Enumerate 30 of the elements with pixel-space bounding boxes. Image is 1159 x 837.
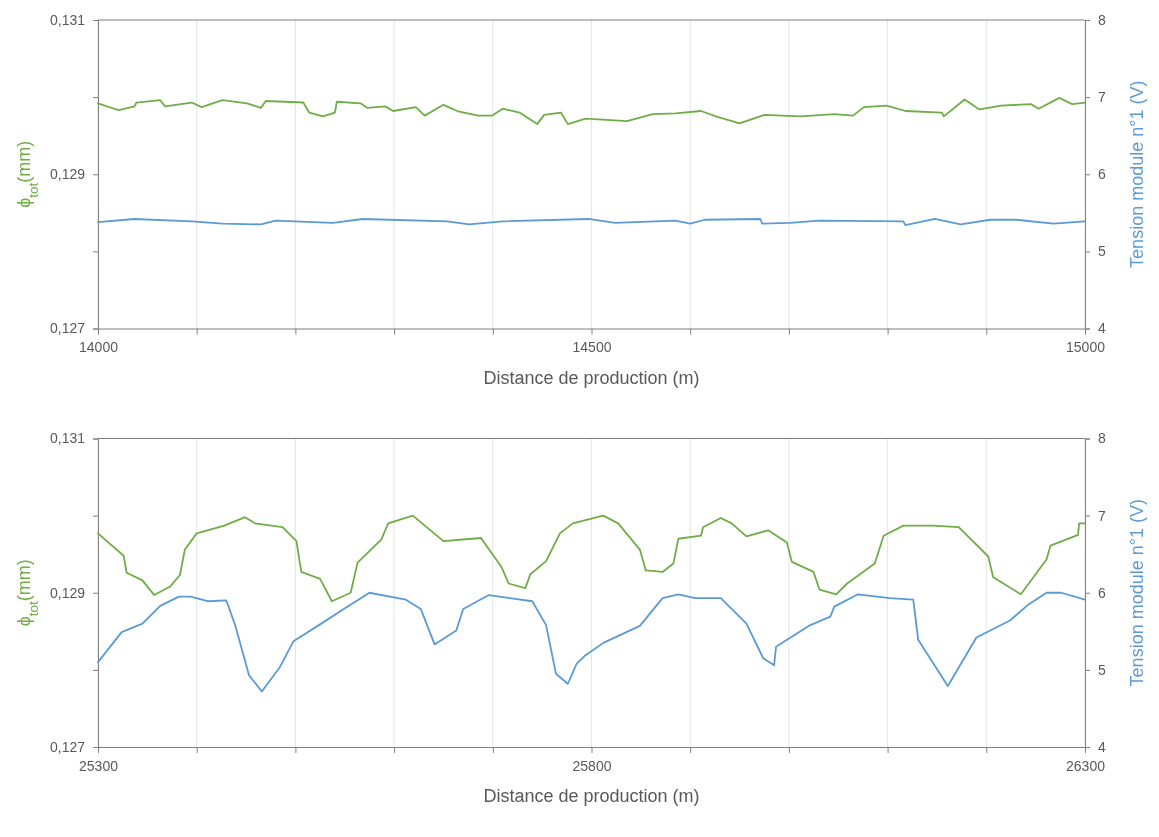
y-tick-label: 0,127 [49,320,86,337]
line-series [97,591,1086,693]
y2-tick-label: 7 [1098,89,1106,106]
y2-tick-label: 5 [1098,243,1106,260]
y2-tick-label: 8 [1098,430,1106,447]
y2-tick-label: 4 [1098,320,1106,337]
y-tick-label: 0,129 [49,584,86,601]
y-tick-label: 0,127 [49,738,86,755]
x-tick-label: 25300 [79,757,119,774]
y2-tick-label: 4 [1098,738,1106,755]
y-tick-label: 0,131 [49,430,86,447]
y2-axis-title: Tension module n°1 (V) [1127,499,1147,687]
y-tick-label: 0,131 [49,11,86,28]
x-tick-label: 15000 [1066,339,1106,356]
x-tick-label: 25800 [572,757,612,774]
y2-tick-label: 5 [1098,661,1106,678]
x-tick-label: 14000 [79,339,119,356]
x-axis-title: Distance de production (m) [483,367,700,388]
x-axis-title: Distance de production (m) [483,786,700,806]
y2-tick-label: 6 [1098,584,1106,601]
x-tick-label: 14500 [572,339,612,356]
line-series [97,97,1086,126]
y2-axis-title: Tension module n°1 (V) [1127,80,1147,268]
y2-tick-label: 7 [1098,507,1106,524]
y2-tick-label: 8 [1098,11,1106,28]
y2-tick-label: 6 [1098,166,1106,183]
line-series [97,218,1086,227]
line-series [97,514,1086,603]
y-tick-label: 0,129 [49,166,86,183]
x-tick-label: 26300 [1066,757,1106,774]
